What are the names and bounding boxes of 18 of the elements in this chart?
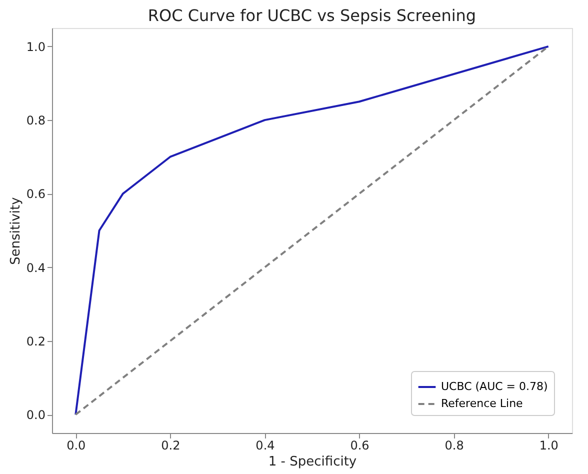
x-tick-label: 1.0: [539, 438, 558, 452]
x-tick-label: 0.4: [256, 438, 275, 452]
legend-label: Reference Line: [441, 397, 524, 410]
y-tick-label: 1.0: [26, 40, 46, 54]
y-tick-label: 0.4: [26, 260, 46, 275]
y-tick-label: 0.0: [26, 408, 46, 422]
x-tick-label: 0.2: [161, 438, 180, 452]
x-tick-label: 0.0: [66, 438, 86, 452]
line-series: [74, 45, 550, 416]
x-tick-label: 0.6: [350, 438, 370, 452]
y-tick-label: 0.2: [26, 334, 46, 348]
legend-label: UCBC (AUC = 0.78): [441, 380, 548, 393]
x-tick-label: 0.8: [444, 438, 464, 452]
y-axis-title: Sensitivity: [8, 196, 24, 265]
x-axis-title: 1 - Specificity: [268, 454, 357, 470]
y-tick-label: 0.6: [26, 187, 46, 202]
y-tick-label: 0.8: [26, 114, 46, 128]
chart-title: ROC Curve for UCBC vs Sepsis Screening: [148, 6, 476, 25]
